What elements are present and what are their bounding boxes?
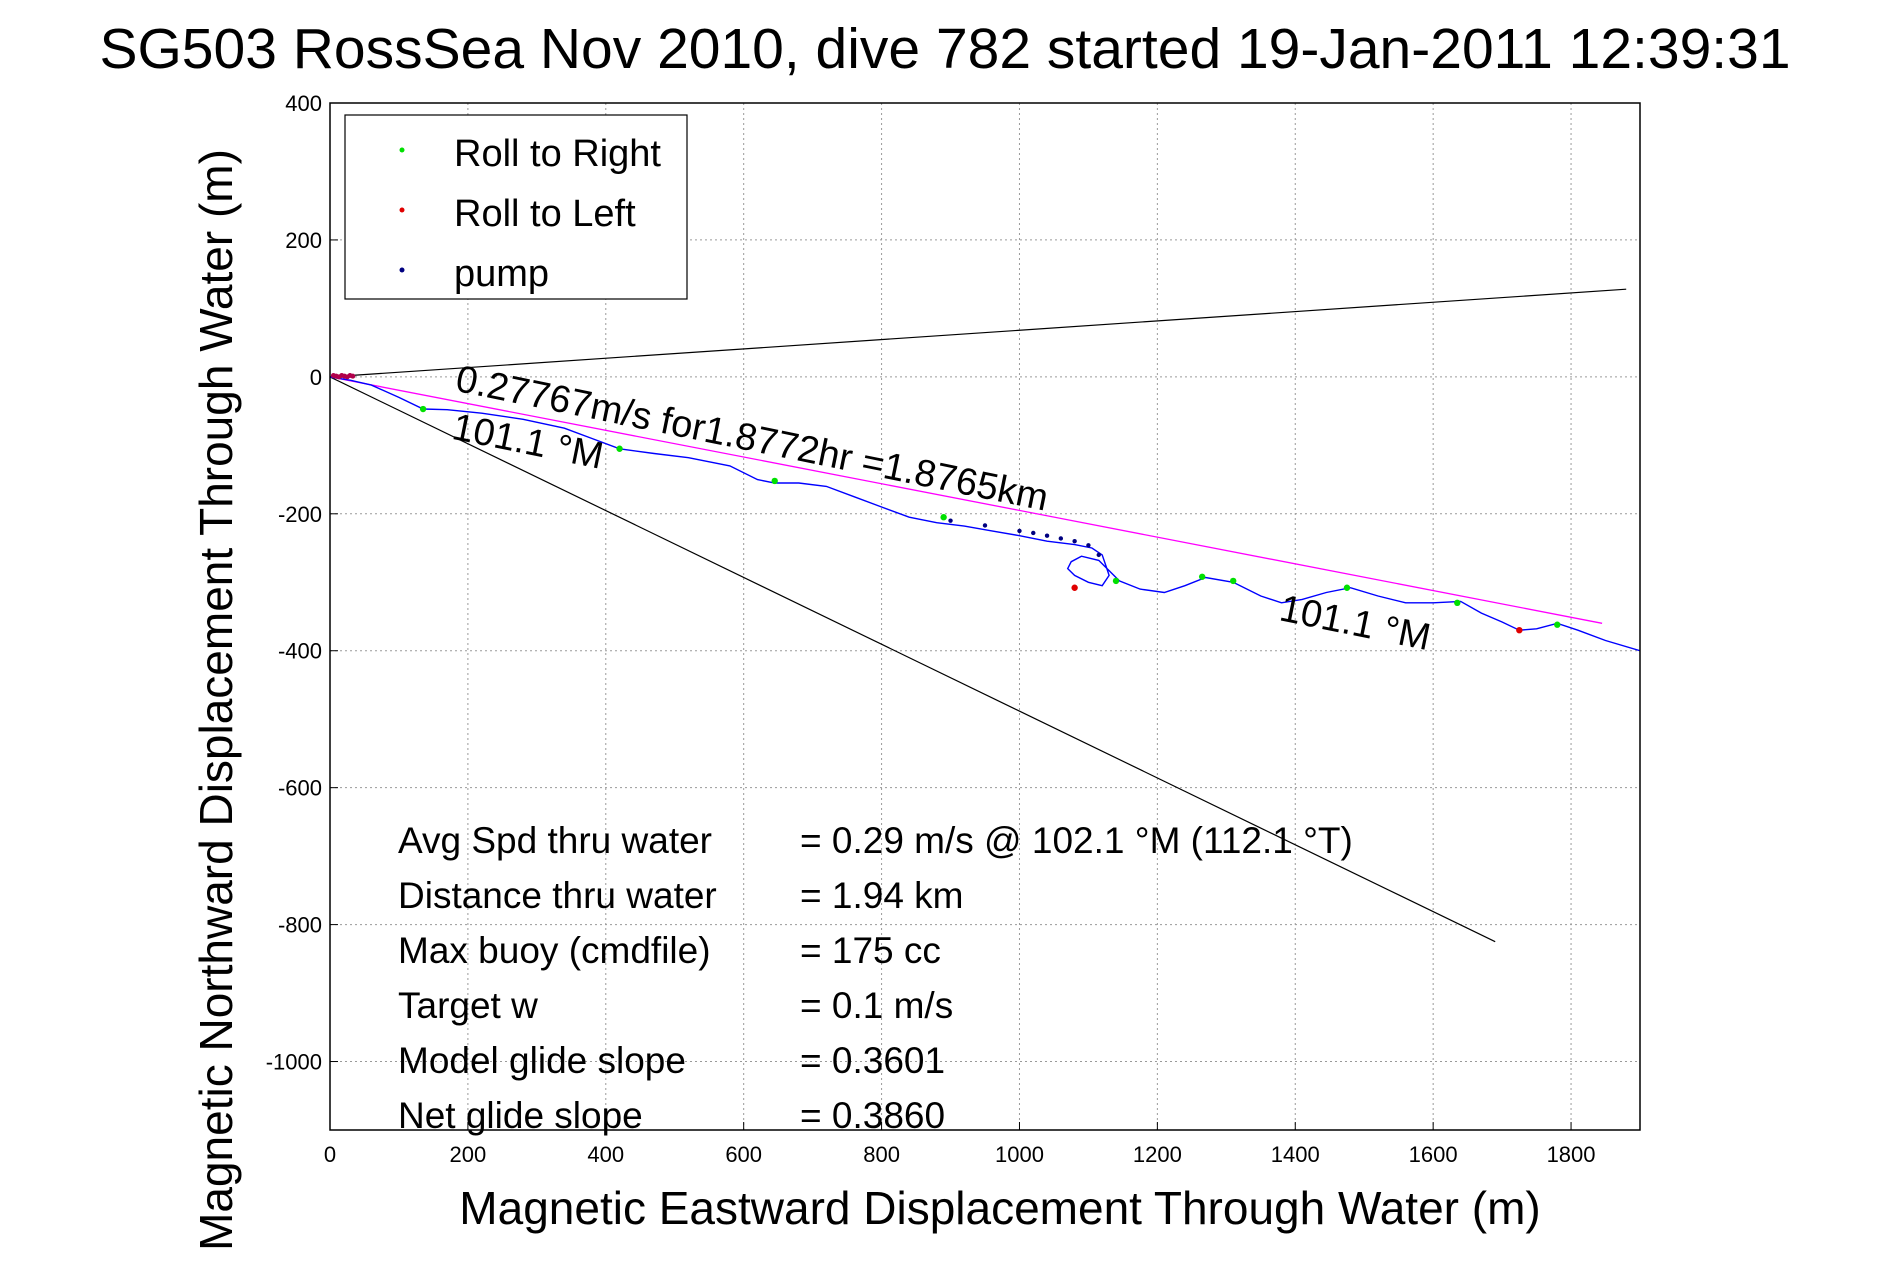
y-tick-label: 200 xyxy=(285,228,322,253)
roll-left-point xyxy=(1071,584,1078,591)
stat-value: = 0.1 m/s xyxy=(800,985,953,1026)
stat-label: Avg Spd thru water xyxy=(398,820,712,861)
stat-label: Net glide slope xyxy=(398,1095,643,1136)
x-tick-label: 1800 xyxy=(1547,1142,1596,1167)
axis-ticks: 0 200 400 600 800 1000 1200 1400 1600 1800 400 200 0… xyxy=(266,91,1596,1167)
y-tick-label: -1000 xyxy=(266,1050,322,1075)
y-tick-label: -600 xyxy=(278,776,322,801)
roll-right-point xyxy=(1230,577,1237,585)
pump-point xyxy=(1086,543,1091,548)
y-tick-label: 0 xyxy=(310,365,322,390)
pump-point xyxy=(948,518,953,523)
x-tick-label: 800 xyxy=(863,1142,900,1167)
pump-point xyxy=(1072,538,1077,544)
roll-right-point xyxy=(1554,621,1561,628)
plot-contents xyxy=(330,288,1640,943)
roll-right-point xyxy=(771,477,778,485)
x-tick-label: 0 xyxy=(324,1142,336,1167)
pump-point xyxy=(1031,530,1036,536)
stat-value: = 0.3860 xyxy=(800,1095,945,1136)
pump-point xyxy=(1017,528,1022,534)
pump-point xyxy=(1044,533,1050,538)
pump-point xyxy=(982,523,988,528)
roll-right-point xyxy=(940,514,947,521)
x-axis-title: Magnetic Eastward Displacement Through W… xyxy=(459,1182,1540,1234)
y-tick-label: -200 xyxy=(278,502,322,527)
x-tick-label: 1400 xyxy=(1271,1142,1320,1167)
x-tick-label: 400 xyxy=(587,1142,624,1167)
pump-point xyxy=(1096,552,1101,558)
legend-label: Roll to Right xyxy=(454,133,661,175)
mean-heading-line xyxy=(330,376,1603,624)
y-tick-label: -800 xyxy=(278,913,322,938)
roll-right-point xyxy=(1198,573,1206,580)
y-axis-title: Magnetic Northward Displacement Through … xyxy=(190,149,242,1251)
dive-stats: Avg Spd thru water = 0.29 m/s @ 102.1 °M … xyxy=(398,820,1353,1136)
heading-bound-line xyxy=(330,376,1496,943)
chart-title: SG503 RossSea Nov 2010, dive 782 started… xyxy=(99,17,1790,81)
legend-label: Roll to Left xyxy=(454,193,636,235)
grid xyxy=(329,102,1640,1130)
legend: Roll to Right Roll to Left pump xyxy=(344,114,688,300)
legend-marker xyxy=(399,207,405,213)
x-tick-label: 1200 xyxy=(1133,1142,1182,1167)
stat-value: = 0.29 m/s @ 102.1 °M (112.1 °T) xyxy=(800,820,1353,861)
x-tick-label: 1600 xyxy=(1409,1142,1458,1167)
plot-frame xyxy=(329,102,1641,1131)
x-tick-label: 1000 xyxy=(995,1142,1044,1167)
roll-right-point xyxy=(419,405,427,413)
legend-label: pump xyxy=(454,253,549,295)
heading-bound-line xyxy=(330,288,1627,378)
stat-value: = 175 cc xyxy=(800,930,941,971)
plot-area xyxy=(330,288,1640,943)
roll-right-point xyxy=(1454,599,1461,607)
stat-label: Target w xyxy=(398,985,538,1026)
stat-value: = 0.3601 xyxy=(800,1040,945,1081)
start-point xyxy=(350,373,356,379)
y-tick-label: 400 xyxy=(285,91,322,116)
x-tick-label: 600 xyxy=(725,1142,762,1167)
roll-left-point xyxy=(1516,626,1523,634)
roll-right-point xyxy=(1112,577,1120,585)
roll-right-point xyxy=(1343,584,1351,591)
plot-annotation: 101.1 °M xyxy=(1276,588,1434,660)
stat-label: Max buoy (cmdfile) xyxy=(398,930,711,971)
stat-value: = 1.94 km xyxy=(800,875,964,916)
roll-right-point xyxy=(616,445,623,452)
legend-marker xyxy=(399,267,405,273)
stat-label: Model glide slope xyxy=(398,1040,686,1081)
stat-label: Distance thru water xyxy=(398,875,717,916)
pump-point xyxy=(1058,536,1064,541)
y-tick-label: -400 xyxy=(278,639,322,664)
legend-marker xyxy=(399,147,405,153)
x-tick-label: 200 xyxy=(450,1142,487,1167)
